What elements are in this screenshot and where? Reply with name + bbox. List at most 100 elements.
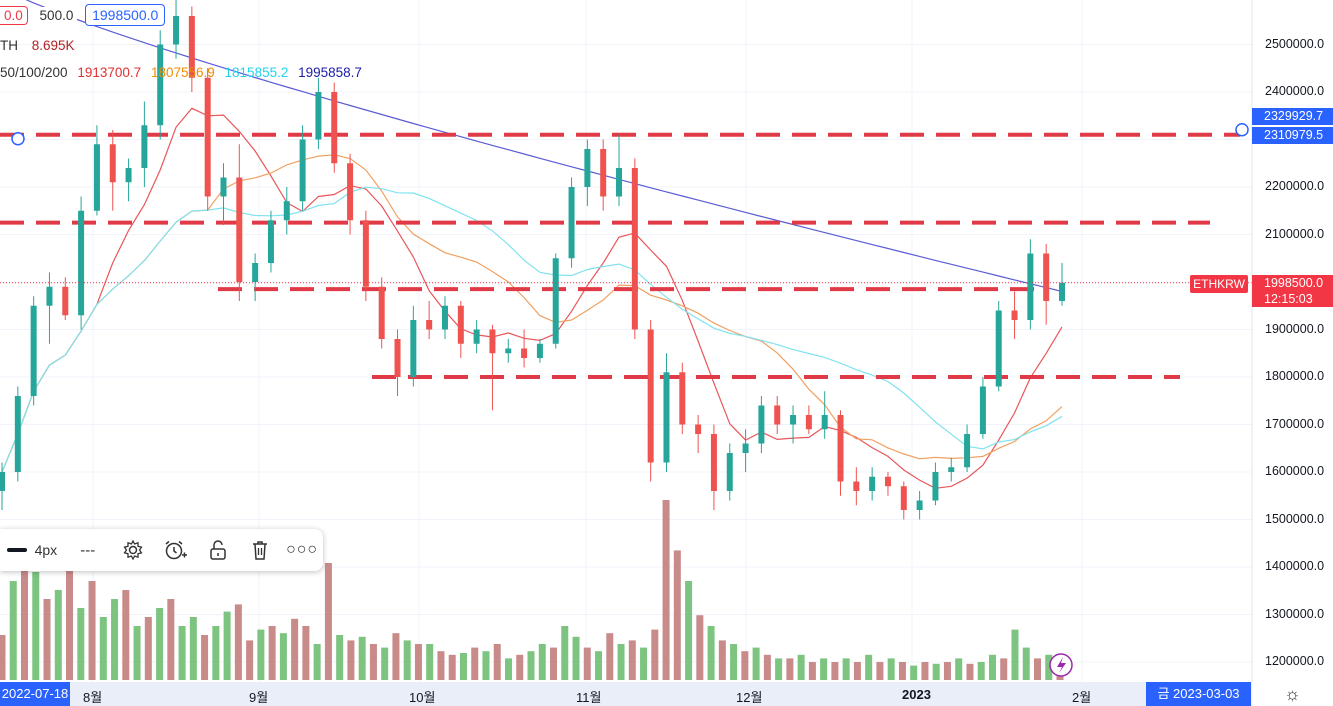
volume-bar xyxy=(898,662,906,680)
ma-value-2: 1807556.9 xyxy=(150,65,215,80)
legend-volume-row: TH 8.695K xyxy=(0,38,75,53)
delete-button[interactable] xyxy=(239,529,281,571)
candle-body xyxy=(362,220,369,287)
candle-body xyxy=(378,286,385,339)
volume-bar xyxy=(144,617,152,680)
candle-body xyxy=(679,372,686,425)
symbol-tag: ETHKRW xyxy=(1190,275,1248,293)
volume-bar xyxy=(9,581,17,680)
alert-button[interactable] xyxy=(154,529,198,571)
candle-body xyxy=(995,310,1002,387)
line-width-button[interactable]: 4px xyxy=(0,529,64,571)
volume-bar xyxy=(741,651,749,680)
line-style-button[interactable]: --- xyxy=(64,529,112,571)
candle-body xyxy=(1043,253,1050,301)
volume-bar xyxy=(21,554,29,680)
candle-body xyxy=(774,405,781,425)
candle-body xyxy=(805,415,812,430)
time-label-aug: 8월 xyxy=(83,690,103,705)
volume-bar xyxy=(77,608,85,680)
candle-body xyxy=(315,92,322,140)
candle-body xyxy=(710,434,717,491)
more-button[interactable]: ○○○ xyxy=(281,529,323,571)
candle-body xyxy=(30,305,37,396)
chart-grid xyxy=(0,0,1252,682)
volume-bar xyxy=(730,644,738,680)
volume-bar xyxy=(414,644,422,680)
candle-body xyxy=(521,348,528,358)
volume-bar xyxy=(977,662,985,680)
candle-body xyxy=(884,476,891,487)
bar-countdown: 12:15:03 xyxy=(1264,292,1313,306)
last-price-badge[interactable]: 1998500.0 xyxy=(85,4,166,26)
price-tick-label: 2100000.0 xyxy=(1265,226,1325,241)
candle-body xyxy=(536,343,543,358)
candle-body xyxy=(252,263,259,282)
chart-settings-gear-icon[interactable]: ☼ xyxy=(1284,684,1301,704)
candle-body xyxy=(758,405,765,444)
candle-body xyxy=(394,339,401,377)
legend-ma-row: 50/100/200 1913700.7 1807556.9 1815855.2… xyxy=(0,65,368,80)
line-style-label: --- xyxy=(80,541,96,559)
trendline-end-handle xyxy=(1235,123,1249,137)
volume-bar xyxy=(43,599,51,680)
lock-button[interactable] xyxy=(197,529,239,571)
volume-bar xyxy=(550,647,558,680)
volume-bar xyxy=(133,626,141,680)
settings-button[interactable] xyxy=(112,529,154,571)
volume-bar xyxy=(718,640,726,680)
volume-bar xyxy=(223,611,231,680)
candle-body xyxy=(93,144,100,211)
time-label-feb: 2월 xyxy=(1072,690,1092,705)
volume-bar xyxy=(88,581,96,680)
candle-body xyxy=(568,187,575,259)
candle-body xyxy=(220,177,227,197)
volume-bar xyxy=(955,658,963,680)
candle-body xyxy=(869,476,876,491)
volume-bar xyxy=(865,654,873,680)
volume-bar xyxy=(313,644,321,680)
candle-body xyxy=(600,149,607,197)
candle-body xyxy=(790,415,797,425)
candle-body xyxy=(62,286,69,316)
unlock-icon xyxy=(210,540,227,560)
time-axis[interactable] xyxy=(0,682,1252,706)
candle-body xyxy=(853,481,860,491)
legend-quote-row: 0.0 500.0 1998500.0 xyxy=(0,4,166,26)
price-tick-label: 1300000.0 xyxy=(1265,606,1325,621)
volume-bar xyxy=(707,626,715,680)
candle-body xyxy=(299,139,306,202)
volume-bar xyxy=(887,658,895,680)
volume-bar xyxy=(696,615,704,680)
volume-bar xyxy=(808,662,816,680)
volume-bar xyxy=(178,626,186,680)
volume-label: TH xyxy=(0,38,18,53)
volume-bar xyxy=(988,654,996,680)
price-tick-label: 1900000.0 xyxy=(1265,321,1325,336)
level-tag-low: 2310979.5 xyxy=(1252,127,1333,144)
volume-bar xyxy=(471,647,479,680)
candle-body xyxy=(173,16,180,45)
gear-icon xyxy=(123,539,143,561)
volume-bar xyxy=(504,658,512,680)
volume-bar xyxy=(516,654,524,680)
volume-bar xyxy=(369,644,377,680)
price-tick-label: 1800000.0 xyxy=(1265,369,1325,383)
candle-body xyxy=(695,424,702,434)
volume-bar xyxy=(640,647,648,680)
open-price-badge[interactable]: 0.0 xyxy=(0,6,28,25)
volume-bar xyxy=(831,662,839,680)
candle-body xyxy=(584,149,591,187)
candle-body xyxy=(647,329,654,463)
volume-bar xyxy=(538,644,546,680)
time-label-oct: 10월 xyxy=(409,690,436,705)
volume-bar xyxy=(403,640,411,680)
time-label-2023: 2023 xyxy=(902,687,931,702)
moving-averages xyxy=(1,0,1063,489)
volume-bar xyxy=(268,626,276,680)
volume-bar xyxy=(347,640,355,680)
candle-body xyxy=(188,16,195,78)
volume-bar xyxy=(617,644,625,680)
ma-value-4: 1995858.7 xyxy=(298,65,362,80)
